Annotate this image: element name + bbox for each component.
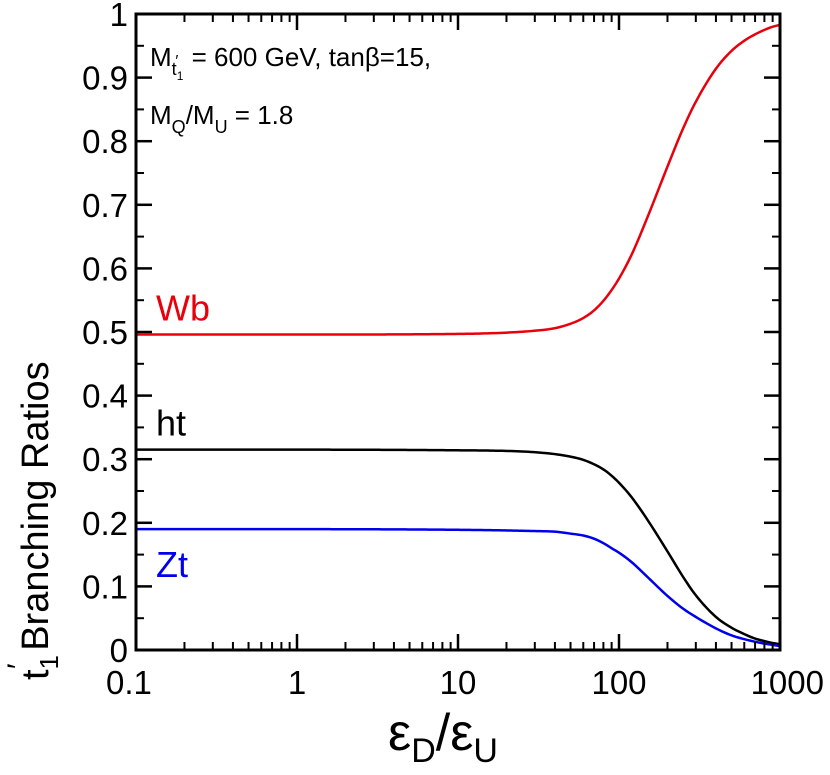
x-tick-label-0-1: 0.1 bbox=[106, 664, 152, 701]
y-tick-label-0-3: 0.3 bbox=[82, 441, 128, 478]
y-tick-label-0-8: 0.8 bbox=[82, 123, 128, 160]
series-labels-layer: Wb ht Zt bbox=[156, 288, 210, 586]
y-tick-label-0-6: 0.6 bbox=[82, 250, 128, 287]
x-tick-label-1: 1 bbox=[288, 664, 306, 701]
y-tick-label-1: 1 bbox=[110, 0, 128, 33]
series-line-ht bbox=[136, 448, 781, 646]
y-tick-label-0-2: 0.2 bbox=[82, 505, 128, 542]
x-tick-label-1000: 1000 bbox=[751, 664, 824, 701]
y-tick-label-0-4: 0.4 bbox=[82, 378, 128, 415]
annotation-ratio-sub1: Q bbox=[172, 117, 186, 137]
tick-labels-layer: 00.10.20.30.40.50.60.70.80.910.1 1 10 100 10… bbox=[82, 0, 824, 701]
annotation-ratio: MQ/MU = 1.8 bbox=[150, 100, 293, 137]
y-tick-label-0-5: 0.5 bbox=[82, 314, 128, 351]
annotation-ratio-slash: /M bbox=[186, 100, 215, 130]
annotation-mass-rest: = 600 GeV, tanβ=15, bbox=[184, 42, 431, 72]
curves-layer bbox=[136, 23, 781, 648]
x-tick-label-100: 100 bbox=[591, 664, 646, 701]
annotation-mass-sub: t bbox=[172, 59, 177, 79]
annotation-mass-subsub: 1 bbox=[177, 69, 184, 83]
annotation-mass-m: M bbox=[150, 42, 172, 72]
y-tick-label-0-7: 0.7 bbox=[82, 187, 128, 224]
ticks-layer bbox=[134, 12, 782, 652]
x-axis-label-sub2: U bbox=[473, 732, 498, 770]
series-label-wb: Wb bbox=[156, 288, 210, 329]
x-tick-label-10: 10 bbox=[440, 664, 477, 701]
y-axis-label-text: Branching Ratios bbox=[15, 361, 57, 661]
x-axis-label: εD/εU bbox=[388, 704, 498, 770]
series-line-wb bbox=[136, 23, 781, 336]
annotation-mass-subprime: ′ bbox=[175, 53, 178, 70]
x-axis-label-eps1: ε bbox=[388, 704, 411, 762]
series-label-zt: Zt bbox=[156, 544, 188, 585]
annotation-ratio-sub2: U bbox=[215, 117, 228, 137]
series-line-zt bbox=[136, 527, 781, 648]
x-axis-label-eps2: ε bbox=[450, 704, 473, 762]
y-axis-label-sub: 1 bbox=[34, 655, 64, 669]
y-tick-label-0-9: 0.9 bbox=[82, 60, 128, 97]
y-axis-label-prime: ′ bbox=[2, 663, 35, 669]
x-axis-label-slash: / bbox=[436, 704, 451, 762]
series-label-ht: ht bbox=[156, 403, 186, 444]
y-axis-label: t1′ Branching Ratios bbox=[2, 361, 64, 680]
y-tick-label-0-1: 0.1 bbox=[82, 568, 128, 605]
x-axis-label-sub1: D bbox=[411, 732, 436, 770]
y-tick-label-0: 0 bbox=[110, 632, 128, 669]
annotation-ratio-rest: = 1.8 bbox=[228, 100, 294, 130]
annotation-mass: Mt1′ = 600 GeV, tanβ=15, bbox=[150, 42, 431, 83]
y-axis-label-t: t bbox=[15, 669, 57, 680]
annotation-ratio-m: M bbox=[150, 100, 172, 130]
